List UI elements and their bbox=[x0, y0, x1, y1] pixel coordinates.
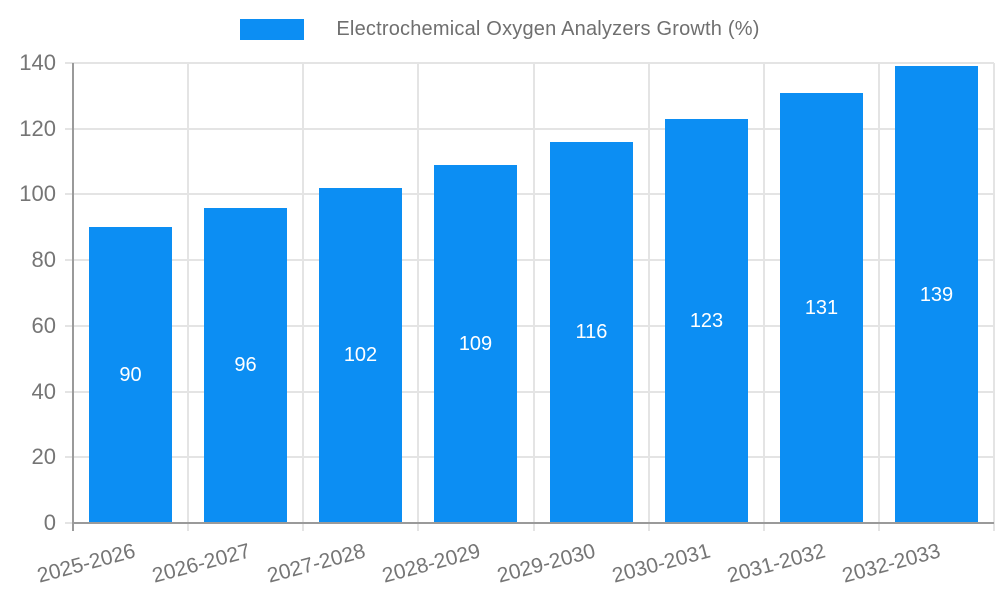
legend: Electrochemical Oxygen Analyzers Growth … bbox=[0, 18, 1000, 41]
y-tick-label: 40 bbox=[31, 378, 56, 404]
y-tick-label: 120 bbox=[19, 115, 56, 141]
bar-value-label: 139 bbox=[919, 284, 954, 306]
x-axis-line bbox=[73, 522, 994, 524]
x-axis-tick bbox=[877, 523, 880, 531]
y-tick-label: 140 bbox=[19, 50, 56, 75]
y-tick-label: 60 bbox=[31, 312, 56, 338]
bar-value-label: 102 bbox=[343, 344, 378, 366]
bar bbox=[780, 92, 863, 522]
x-axis-tick bbox=[72, 523, 74, 531]
x-axis-tick bbox=[762, 523, 765, 531]
gridline-vertical bbox=[417, 63, 420, 523]
gridline-vertical bbox=[302, 63, 305, 523]
bar-value-label: 123 bbox=[689, 310, 724, 332]
x-axis-tick bbox=[647, 523, 650, 531]
bar bbox=[89, 227, 172, 522]
bar bbox=[895, 66, 978, 522]
bar bbox=[319, 187, 402, 522]
legend-label: Electrochemical Oxygen Analyzers Growth … bbox=[336, 18, 760, 40]
x-axis-tick bbox=[187, 523, 190, 531]
x-axis-tick bbox=[993, 523, 995, 531]
bar-value-label: 116 bbox=[575, 321, 608, 343]
y-axis-line bbox=[72, 63, 74, 524]
bar bbox=[204, 207, 287, 522]
gridline-vertical bbox=[647, 63, 650, 523]
gridline-vertical bbox=[532, 63, 535, 523]
bar-value-label: 90 bbox=[119, 364, 142, 386]
gridline-horizontal bbox=[73, 62, 994, 64]
gridline-vertical bbox=[762, 63, 765, 523]
bar-value-label: 96 bbox=[234, 354, 257, 376]
bar-value-label: 109 bbox=[458, 333, 493, 355]
y-tick-label: 100 bbox=[19, 181, 56, 207]
gridline-vertical bbox=[877, 63, 880, 523]
x-axis-tick bbox=[532, 523, 535, 531]
bar bbox=[434, 164, 517, 522]
gridline-vertical bbox=[993, 63, 995, 523]
bar bbox=[665, 118, 748, 522]
y-tick-label: 80 bbox=[31, 247, 56, 273]
legend-swatch bbox=[240, 19, 305, 40]
bar bbox=[550, 141, 633, 522]
gridline-vertical bbox=[187, 63, 190, 523]
x-axis-tick bbox=[302, 523, 305, 531]
y-tick-label: 0 bbox=[43, 510, 56, 535]
bar-value-label: 131 bbox=[804, 297, 839, 319]
x-axis-tick bbox=[417, 523, 420, 531]
y-tick-label: 20 bbox=[31, 444, 56, 470]
